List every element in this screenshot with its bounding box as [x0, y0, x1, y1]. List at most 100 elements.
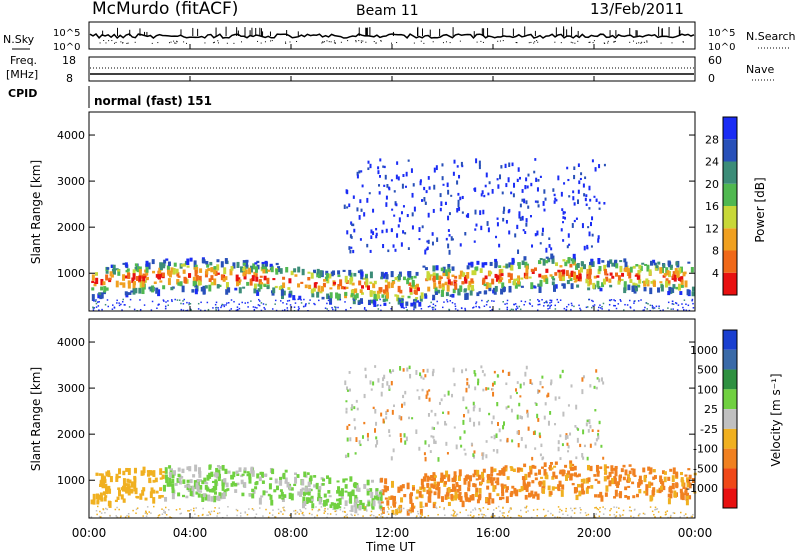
- data-cell: [662, 485, 666, 491]
- data-cell: [206, 514, 208, 517]
- freq-ytick-top: 18: [62, 54, 76, 67]
- colorbar-swatch: [723, 117, 737, 140]
- data-cell: [509, 507, 511, 510]
- data-cell: [652, 469, 656, 473]
- data-cell: [473, 370, 476, 374]
- noise-search-dot: [264, 41, 266, 43]
- data-cell: [542, 487, 546, 494]
- data-cell: [558, 480, 562, 487]
- data-cell: [130, 481, 134, 488]
- data-cell: [445, 423, 448, 426]
- data-cell: [432, 306, 435, 309]
- data-cell: [667, 283, 671, 286]
- data-cell: [603, 464, 607, 471]
- data-cell: [267, 269, 271, 272]
- data-cell: [248, 493, 252, 497]
- data-cell: [456, 488, 460, 493]
- data-cell: [220, 305, 223, 307]
- data-cell: [397, 486, 401, 493]
- data-cell: [587, 477, 591, 483]
- data-cell: [180, 308, 183, 311]
- data-cell: [127, 512, 130, 515]
- data-cell: [623, 284, 627, 291]
- data-cell: [127, 489, 131, 496]
- data-cell: [175, 509, 178, 511]
- data-cell: [426, 240, 429, 243]
- noise-search-dot: [360, 42, 362, 44]
- colorbar-swatch: [723, 250, 737, 273]
- data-cell: [309, 299, 311, 301]
- data-cell: [218, 512, 221, 514]
- data-cell: [395, 508, 399, 515]
- data-cell: [394, 248, 397, 252]
- data-cell: [666, 510, 669, 512]
- data-cell: [498, 428, 501, 433]
- data-cell: [525, 177, 528, 182]
- data-cell: [150, 487, 154, 492]
- data-cell: [236, 473, 240, 477]
- data-cell: [620, 300, 622, 302]
- data-cell: [624, 486, 628, 491]
- data-cell: [425, 248, 428, 251]
- data-cell: [392, 281, 396, 284]
- data-cell: [197, 493, 201, 498]
- data-cell: [177, 492, 181, 497]
- velocity-ylabel: Slant Range [km]: [29, 367, 43, 471]
- data-cell: [180, 264, 184, 267]
- data-cell: [282, 282, 286, 288]
- data-cell: [483, 305, 486, 307]
- data-cell: [372, 283, 376, 289]
- data-cell: [255, 481, 259, 485]
- data-cell: [342, 510, 344, 513]
- data-cell: [122, 274, 126, 281]
- data-cell: [126, 514, 128, 517]
- data-cell: [337, 274, 341, 278]
- colorbar-swatch: [723, 428, 737, 449]
- data-cell: [592, 305, 594, 307]
- data-cell: [573, 219, 576, 223]
- data-cell: [579, 507, 581, 509]
- data-cell: [217, 469, 221, 476]
- data-cell: [672, 467, 676, 475]
- data-cell: [142, 487, 146, 492]
- data-cell: [649, 467, 653, 473]
- data-cell: [472, 483, 476, 487]
- data-cell: [506, 476, 510, 480]
- data-cell: [649, 506, 652, 508]
- data-cell: [398, 271, 402, 277]
- data-cell: [377, 170, 380, 175]
- data-cell: [317, 492, 321, 499]
- data-cell: [456, 180, 459, 185]
- data-cell: [501, 282, 505, 289]
- data-cell: [632, 495, 636, 499]
- data-cell: [213, 491, 217, 495]
- noise-search-dot: [502, 40, 504, 42]
- data-cell: [221, 303, 223, 306]
- data-cell: [451, 483, 455, 490]
- data-cell: [152, 479, 156, 483]
- colorbar-swatch: [723, 468, 737, 489]
- data-cell: [424, 374, 427, 378]
- data-cell: [198, 467, 202, 475]
- data-cell: [376, 516, 378, 518]
- data-cell: [585, 422, 588, 427]
- data-cell: [614, 489, 618, 497]
- data-cell: [630, 510, 632, 512]
- data-cell: [114, 508, 117, 511]
- data-cell: [228, 309, 231, 312]
- noise-search-dot: [271, 40, 273, 42]
- data-cell: [269, 477, 273, 480]
- data-cell: [519, 415, 522, 419]
- data-cell: [195, 285, 199, 292]
- data-cell: [420, 292, 424, 299]
- data-cell: [394, 514, 397, 516]
- data-cell: [236, 281, 240, 287]
- data-cell: [382, 510, 385, 512]
- data-cell: [397, 506, 400, 509]
- data-cell: [258, 298, 260, 301]
- data-cell: [687, 479, 691, 483]
- data-cell: [216, 259, 220, 263]
- data-cell: [132, 282, 136, 289]
- data-cell: [525, 507, 527, 509]
- data-cell: [293, 268, 297, 273]
